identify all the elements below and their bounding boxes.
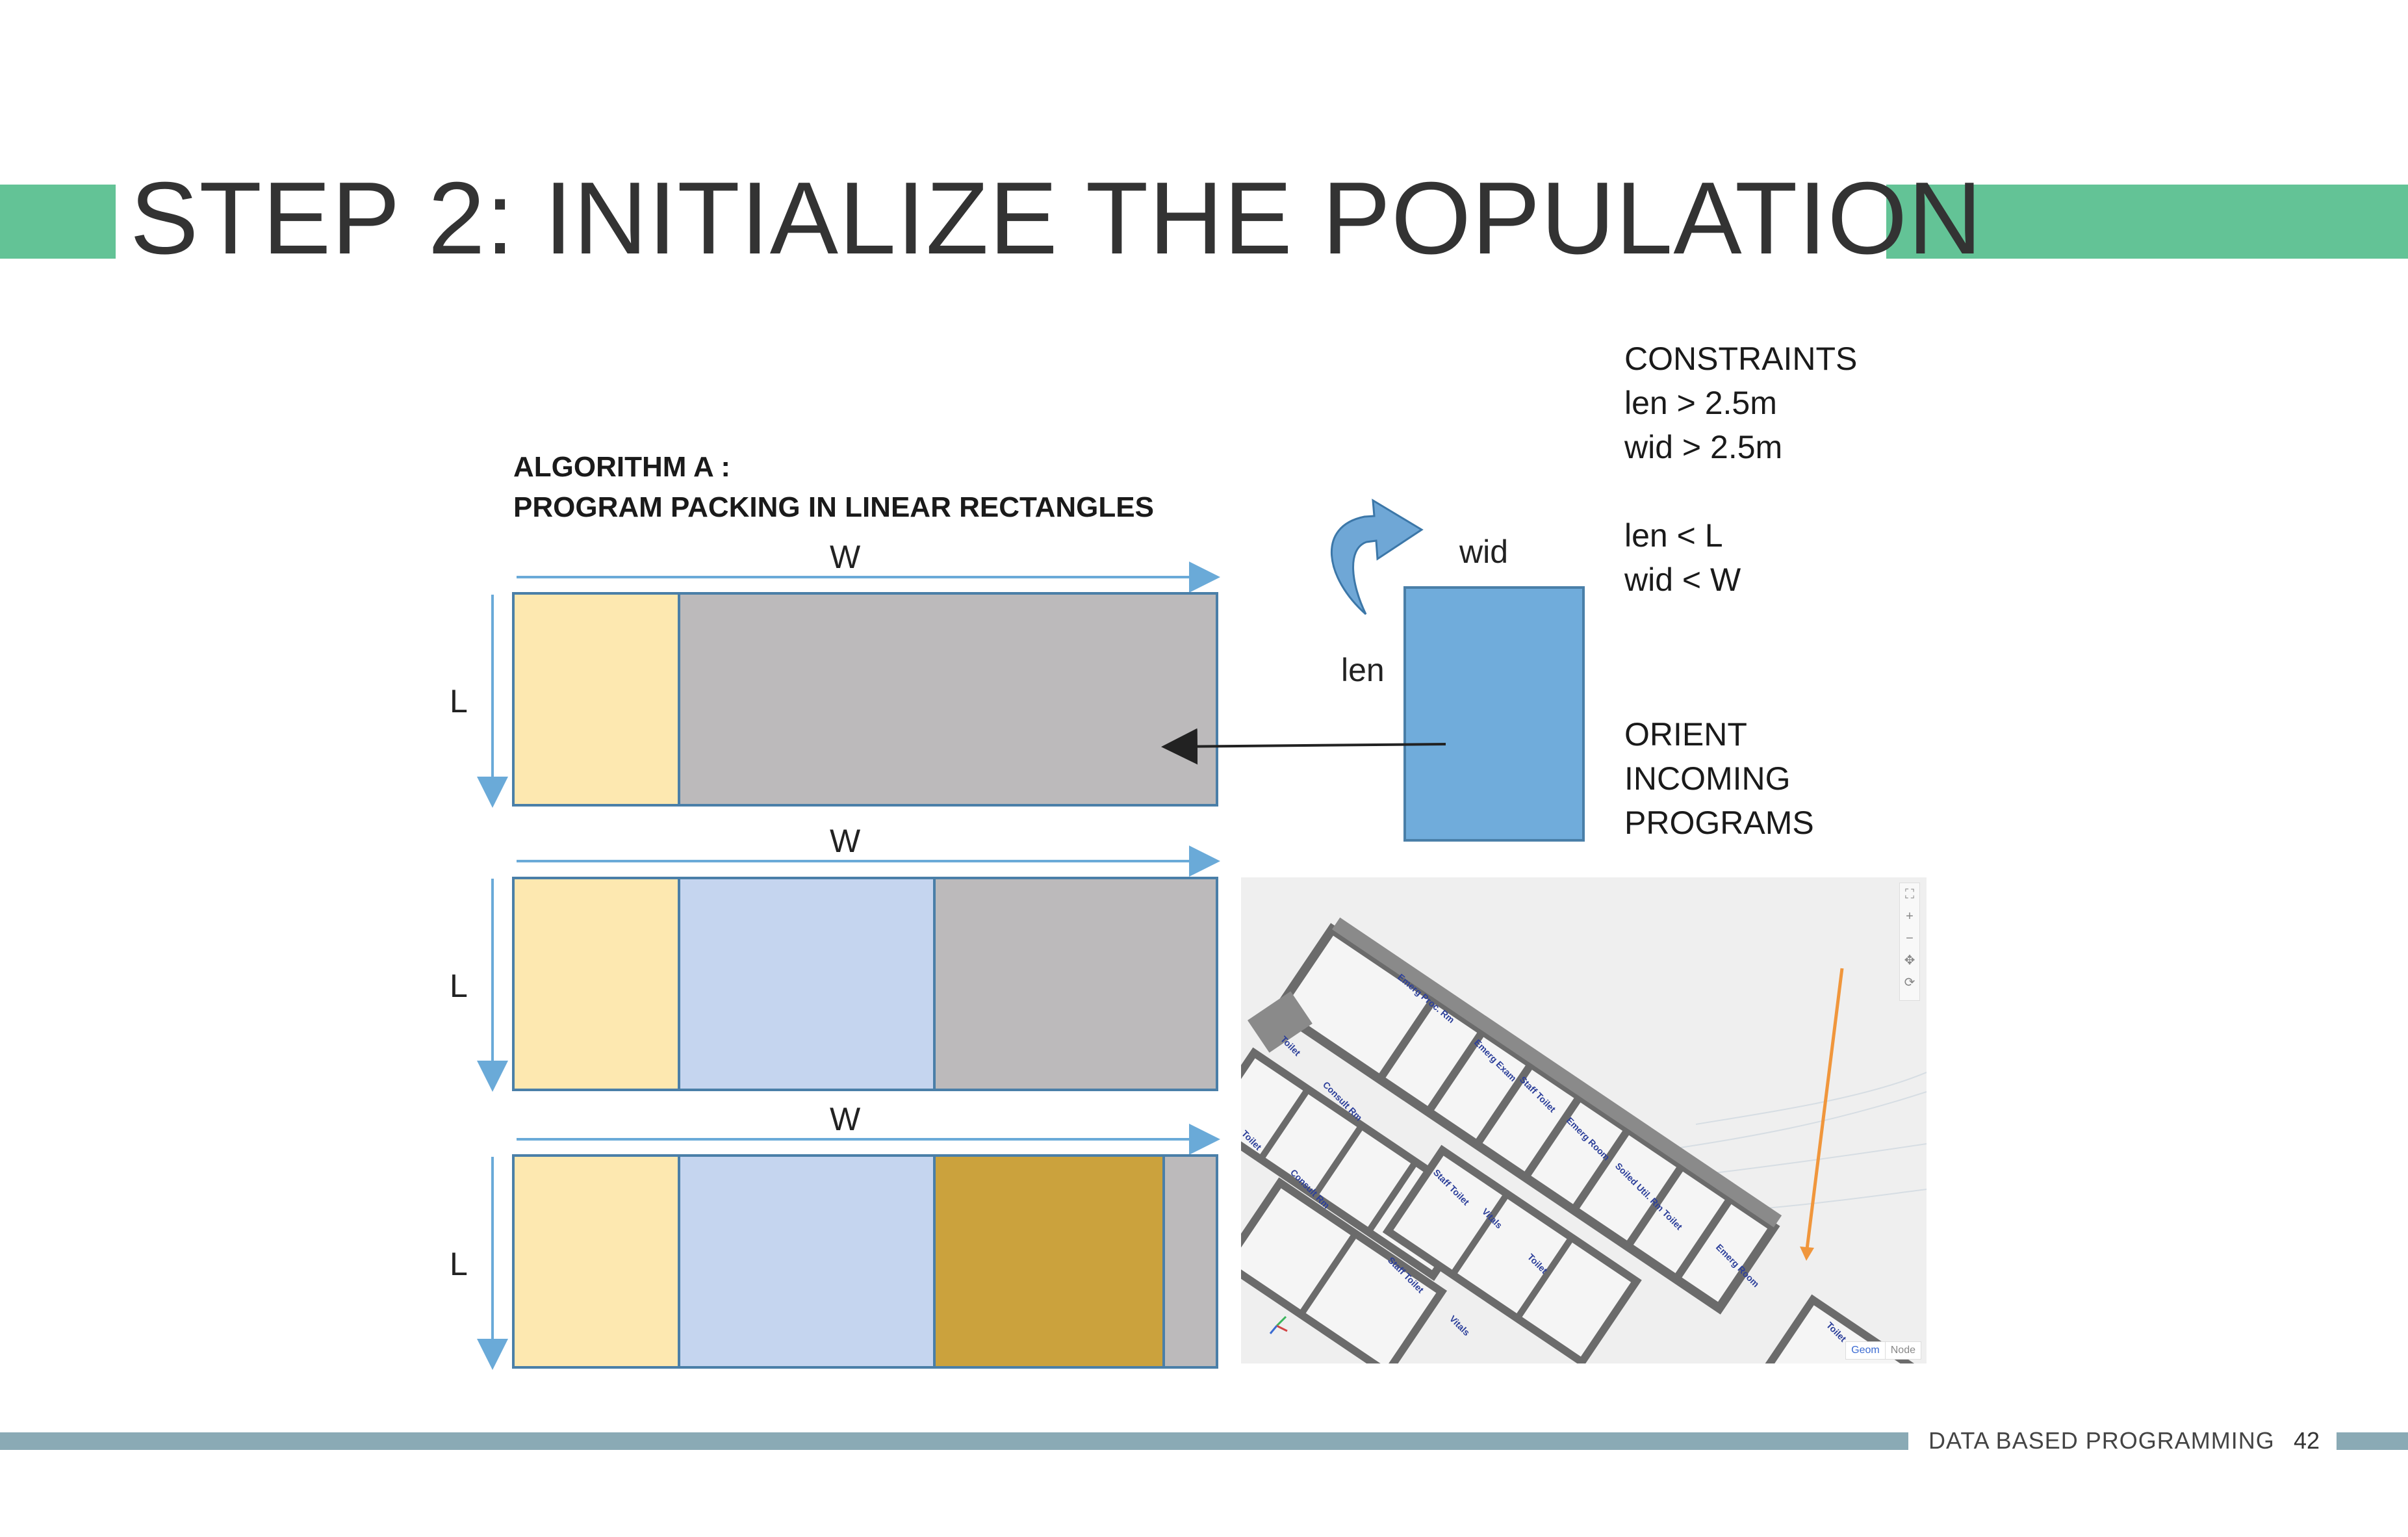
- program-block-1: [512, 1154, 680, 1369]
- page-number: 42: [2294, 1427, 2320, 1454]
- program-wid-label: wid: [1459, 534, 1509, 570]
- program-block-2: [678, 1154, 936, 1369]
- title-accent-bar-left: [0, 185, 116, 259]
- algorithm-heading: ALGORITHM A : PROGRAM PACKING IN LINEAR …: [513, 447, 1154, 528]
- orient-line: PROGRAMS: [1624, 805, 1814, 841]
- packing-row-1: [477, 562, 1220, 808]
- constraint-line: len > 2.5m: [1624, 385, 1777, 421]
- rotate-arrow-icon: [1331, 498, 1424, 615]
- fit-view-icon[interactable]: ⛶: [1905, 887, 1914, 901]
- constraints-heading: CONSTRAINTS: [1624, 341, 1858, 377]
- program-len-label: len: [1341, 652, 1385, 688]
- footer-bar-left: [0, 1432, 1908, 1450]
- program-block-1: [512, 592, 680, 807]
- geom-tab[interactable]: Geom: [1851, 1345, 1880, 1356]
- constraints-block: CONSTRAINTS len > 2.5m wid > 2.5m len < …: [1624, 337, 1857, 602]
- orient-line: INCOMING: [1624, 760, 1791, 797]
- orient-line: ORIENT: [1624, 716, 1747, 753]
- packing-row-3: [477, 1124, 1220, 1370]
- pan-icon[interactable]: ✥: [1904, 953, 1915, 968]
- node-tab[interactable]: Node: [1884, 1342, 1921, 1359]
- width-label-row3: W: [830, 1101, 861, 1137]
- placement-arrow: [1161, 728, 1446, 765]
- algorithm-heading-line1: ALGORITHM A :: [513, 451, 731, 483]
- width-label-row1: W: [830, 539, 861, 575]
- pointer-line: [1804, 968, 1844, 1255]
- view-mode-toggle: Geom Node: [1845, 1341, 1921, 1360]
- length-label-row1: L: [450, 683, 468, 719]
- orbit-icon[interactable]: ⟳: [1904, 975, 1915, 990]
- incoming-program-block: [1403, 586, 1585, 842]
- width-label-row2: W: [830, 823, 861, 859]
- viewport-toolbar: ⛶ + − ✥ ⟳: [1899, 883, 1920, 1001]
- program-block-2: [678, 877, 936, 1091]
- zoom-in-icon[interactable]: +: [1906, 909, 1914, 923]
- dynamo-3d-viewport: Emerg Proc. Rm Emerg Exam Staff Toilet E…: [1241, 877, 1927, 1363]
- constraint-line: len < L: [1624, 517, 1723, 554]
- length-label-row3: L: [450, 1246, 468, 1282]
- slide-title: STEP 2: INITIALIZE THE POPULATION: [130, 161, 1983, 276]
- constraint-line: wid < W: [1624, 562, 1741, 598]
- length-label-row2: L: [450, 968, 468, 1004]
- orient-block: ORIENT INCOMING PROGRAMS: [1624, 712, 1814, 845]
- floor-plan-render: Emerg Proc. Rm Emerg Exam Staff Toilet E…: [1241, 877, 1927, 1363]
- program-block-3: [933, 1154, 1165, 1369]
- footer-bar-right: [2337, 1432, 2408, 1450]
- title-accent-bar-right: [1886, 185, 2408, 259]
- zoom-out-icon[interactable]: −: [1906, 931, 1914, 946]
- footer-label: DATA BASED PROGRAMMING: [1928, 1427, 2275, 1454]
- packing-row-2: [477, 846, 1220, 1092]
- algorithm-heading-line2: PROGRAM PACKING IN LINEAR RECTANGLES: [513, 491, 1154, 523]
- program-block-1: [512, 877, 680, 1091]
- constraint-line: wid > 2.5m: [1624, 429, 1783, 465]
